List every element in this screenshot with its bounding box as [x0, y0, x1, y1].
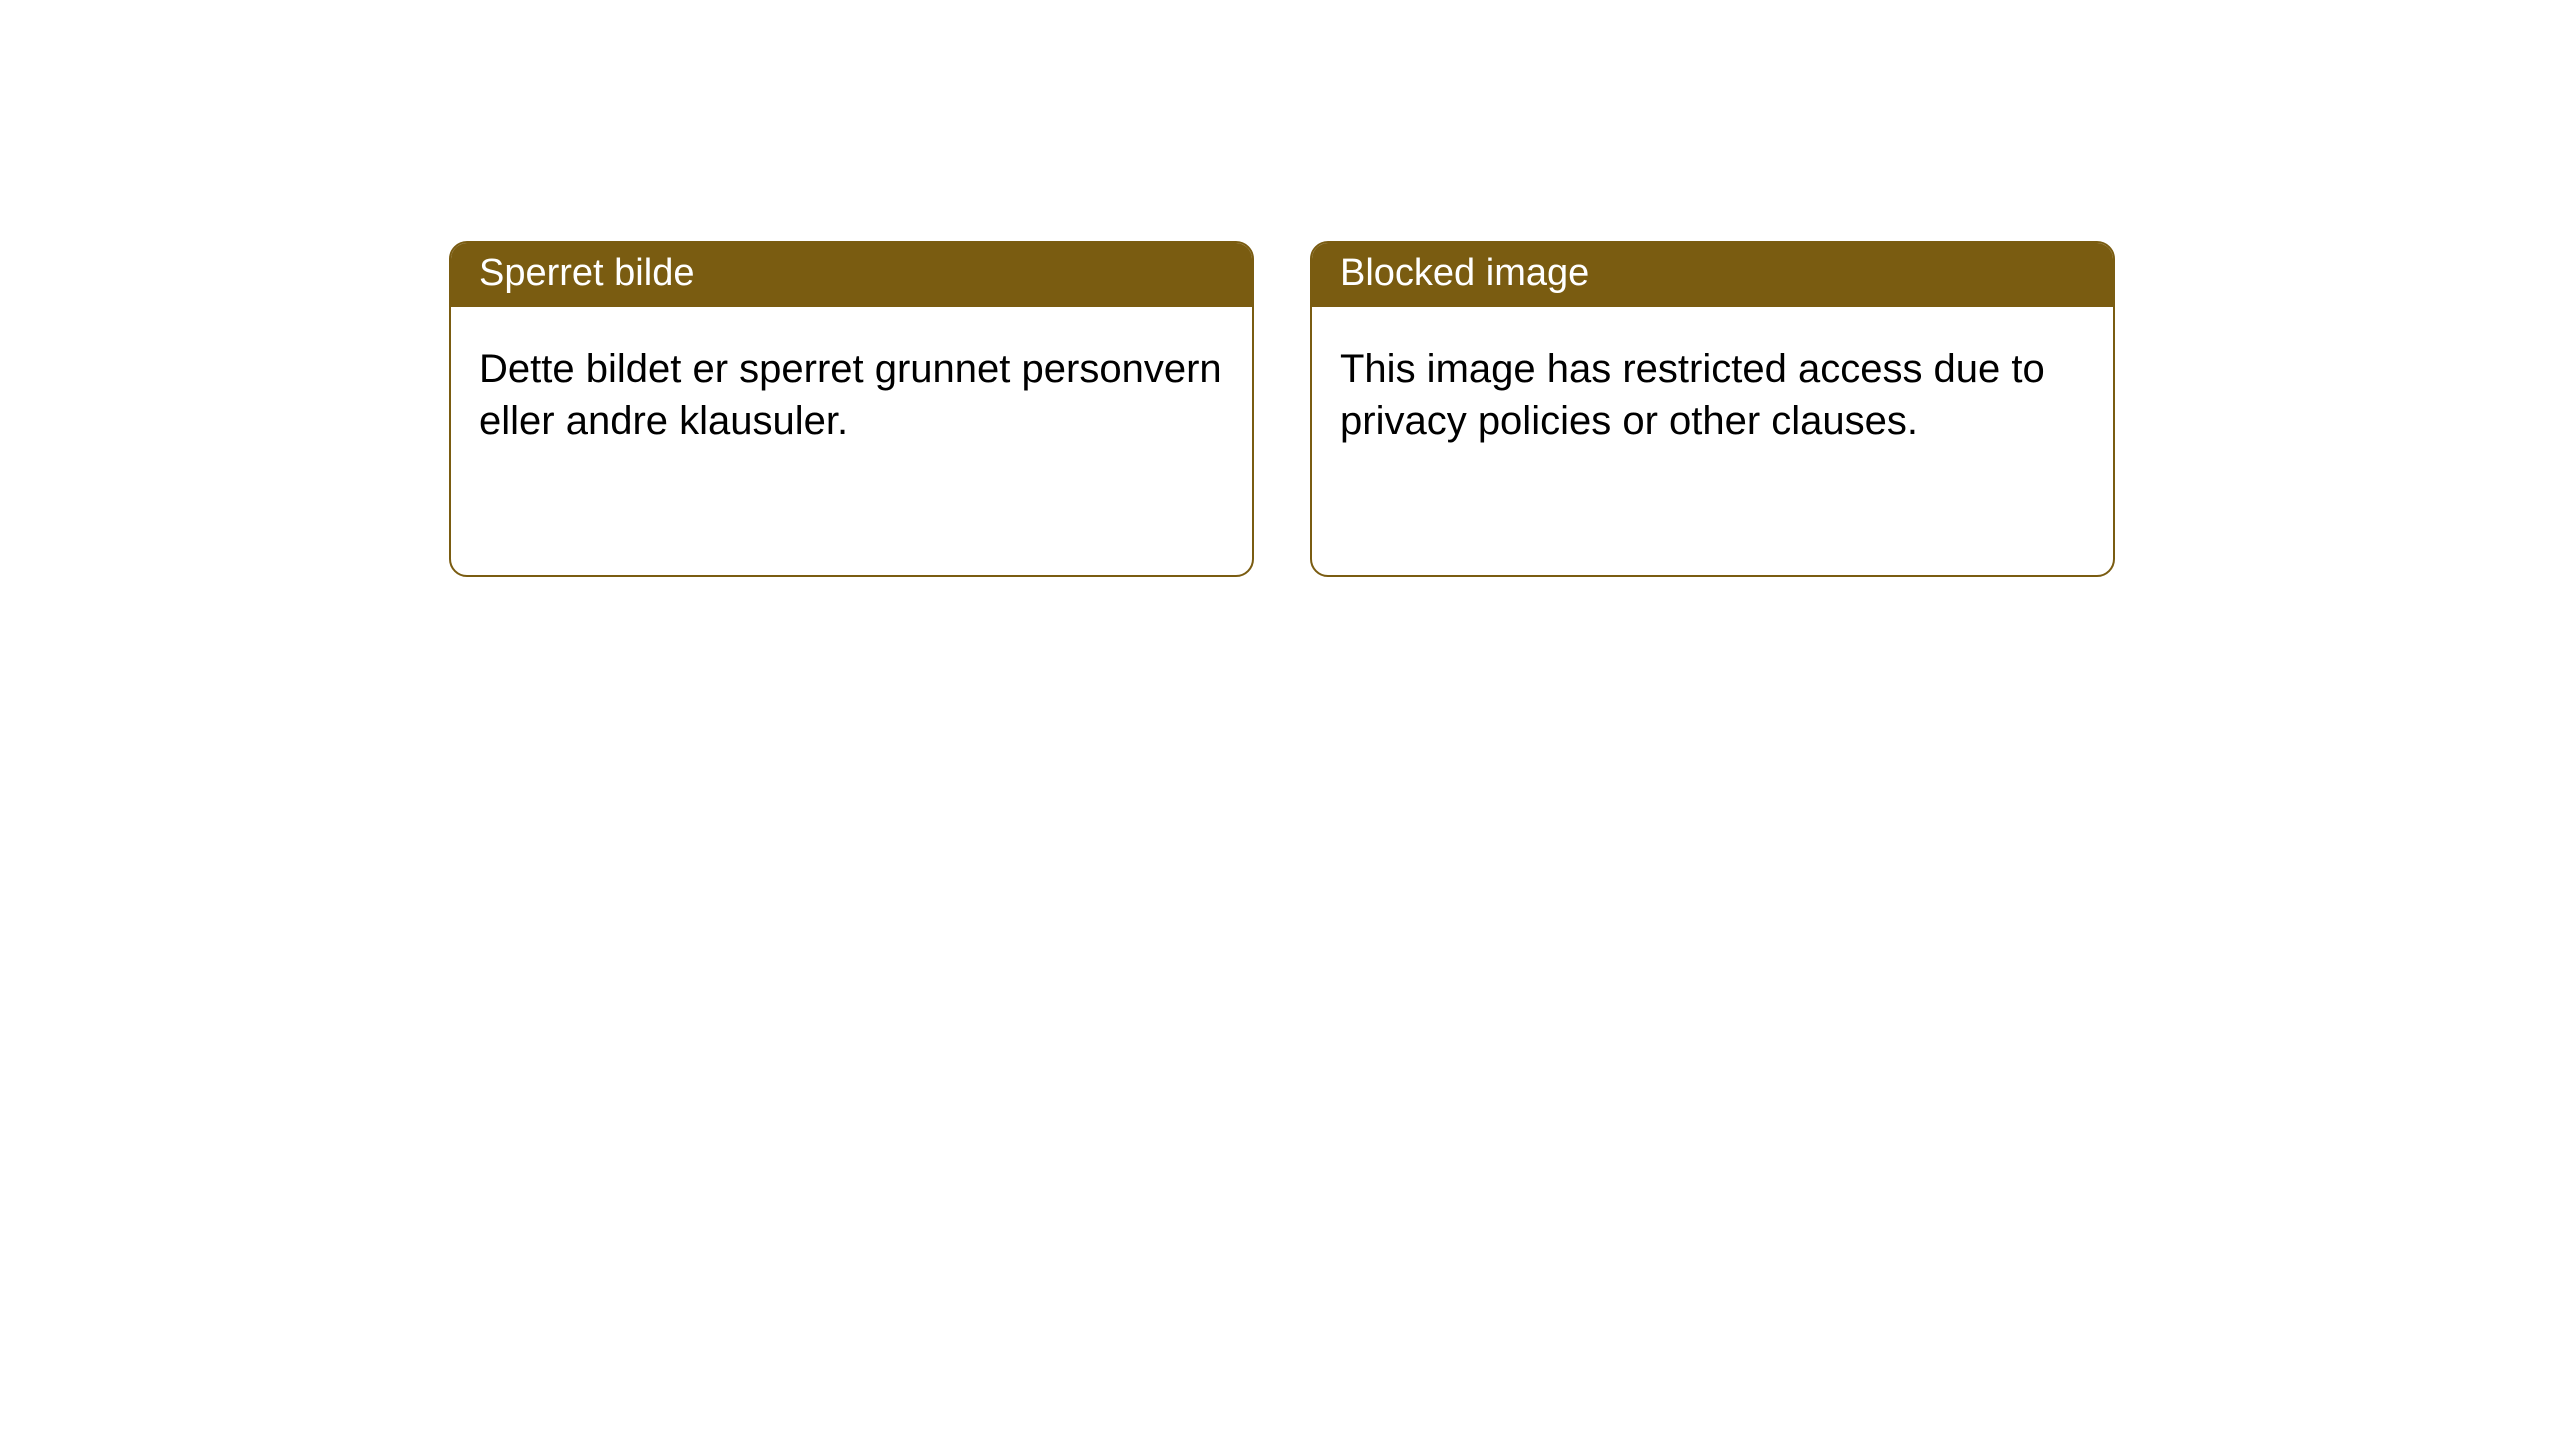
- card-body-no: Dette bildet er sperret grunnet personve…: [451, 307, 1252, 475]
- card-header-no: Sperret bilde: [451, 243, 1252, 307]
- card-title-no: Sperret bilde: [479, 252, 694, 294]
- card-title-en: Blocked image: [1340, 252, 1589, 294]
- card-message-en: This image has restricted access due to …: [1340, 347, 2045, 443]
- card-header-en: Blocked image: [1312, 243, 2113, 307]
- notice-container: Sperret bilde Dette bildet er sperret gr…: [0, 0, 2560, 577]
- card-message-no: Dette bildet er sperret grunnet personve…: [479, 347, 1222, 443]
- blocked-image-card-no: Sperret bilde Dette bildet er sperret gr…: [449, 241, 1254, 577]
- card-body-en: This image has restricted access due to …: [1312, 307, 2113, 475]
- blocked-image-card-en: Blocked image This image has restricted …: [1310, 241, 2115, 577]
